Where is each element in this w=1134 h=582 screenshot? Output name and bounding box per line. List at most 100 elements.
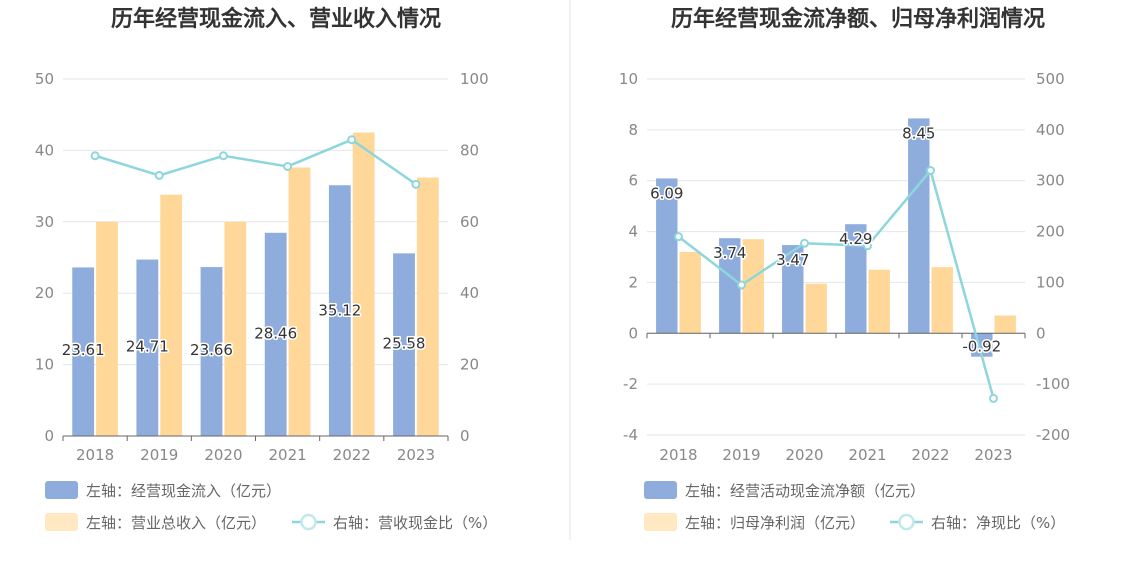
bar-orange[interactable] <box>224 221 247 436</box>
bar-orange[interactable] <box>160 194 183 436</box>
bar-blue[interactable] <box>200 267 223 436</box>
bar-orange[interactable] <box>96 221 118 436</box>
ratio-point[interactable] <box>863 241 872 251</box>
x-tick-label: 2019 <box>140 446 178 464</box>
ratio-point[interactable] <box>737 280 746 290</box>
right-tick-label: 80 <box>460 141 479 159</box>
legend-label: 右轴：营收现金比（%） <box>333 514 497 532</box>
left-axis-ticks: -4 -2 0 2 4 6 8 10 <box>619 70 638 444</box>
bar-value-label: 8.45 <box>902 124 935 142</box>
bar-value-label: 6.09 <box>650 184 683 202</box>
ratio-point[interactable] <box>154 170 164 180</box>
bar-orange[interactable] <box>288 167 311 436</box>
right-tick-label: 300 <box>1036 172 1065 190</box>
left-tick-label: -4 <box>623 426 638 444</box>
left-tick-label: 6 <box>628 172 638 190</box>
ratio-point[interactable] <box>926 166 935 176</box>
legend: 左轴：经营活动现金流净额（亿元） 左轴：归母净利润（亿元） 右轴：净现比（%） <box>644 481 1065 532</box>
left-tick-label: 50 <box>35 70 54 88</box>
gridlines <box>63 78 448 437</box>
left-tick-label: 10 <box>619 70 638 88</box>
bar-blue[interactable] <box>393 253 415 436</box>
chart-cash-inflow-revenue: 历年经营现金流入、营业收入情况 0 10 20 30 40 50 0 20 40 60 80 100… <box>35 6 497 532</box>
x-axis-ticks: 2018 2019 2020 2021 2022 2023 <box>76 446 435 464</box>
ratio-point[interactable] <box>218 151 228 161</box>
ratio-point[interactable] <box>989 393 998 403</box>
ratio-point[interactable] <box>90 151 100 161</box>
right-axis-ticks: -200 -100 0 100 200 300 400 500 <box>1036 70 1070 444</box>
bar-orange[interactable] <box>416 177 439 437</box>
bar-orange[interactable] <box>931 267 953 334</box>
ratio-point[interactable] <box>674 232 683 242</box>
left-tick-label: 8 <box>628 121 638 139</box>
left-tick-label: 20 <box>35 284 54 302</box>
bar-orange[interactable] <box>742 239 764 334</box>
bars <box>72 132 439 437</box>
x-tick-label: 2023 <box>397 446 435 464</box>
bar-value-label: 24.71 <box>126 337 169 355</box>
bar-blue[interactable] <box>136 259 159 436</box>
chart-title: 历年经营现金流入、营业收入情况 <box>111 6 441 32</box>
bar-orange[interactable] <box>868 269 890 334</box>
legend-label: 左轴：经营活动现金流净额（亿元） <box>685 482 925 500</box>
bar-orange[interactable] <box>679 251 701 334</box>
legend-label: 左轴：营业总收入（亿元） <box>86 514 266 532</box>
x-tick-label: 2021 <box>848 446 886 464</box>
ratio-line-path <box>94 138 417 186</box>
ratio-point[interactable] <box>800 238 809 248</box>
bar-blue[interactable] <box>782 245 804 334</box>
right-tick-label: 200 <box>1036 223 1065 241</box>
right-tick-label: 500 <box>1036 70 1065 88</box>
ratio-line-path <box>677 167 995 399</box>
legend-item-ratio[interactable]: 右轴：营收现金比（%） <box>292 513 497 532</box>
right-tick-label: 20 <box>460 356 479 374</box>
legend-swatch-orange <box>644 513 677 531</box>
bar-orange[interactable] <box>805 283 827 334</box>
legend-item-net-profit[interactable]: 左轴：归母净利润（亿元） <box>644 513 865 532</box>
legend-label: 左轴：经营现金流入（亿元） <box>86 482 281 500</box>
right-tick-label: -100 <box>1036 375 1070 393</box>
right-axis-ticks: 0 20 40 60 80 100 <box>460 70 489 445</box>
legend-item-net-cash-ratio[interactable]: 右轴：净现比（%） <box>890 513 1065 532</box>
ratio-point[interactable] <box>411 179 421 189</box>
bar-value-label: 23.61 <box>62 341 105 359</box>
left-tick-label: 10 <box>35 356 54 374</box>
bar-orange[interactable] <box>352 132 375 437</box>
x-tick-label: 2020 <box>204 446 242 464</box>
right-tick-label: 100 <box>1036 273 1065 291</box>
bar-blue[interactable] <box>328 185 351 436</box>
x-tick-label: 2022 <box>333 446 371 464</box>
legend: 左轴：经营现金流入（亿元） 左轴：营业总收入（亿元） 右轴：营收现金比（%） <box>45 481 497 532</box>
bar-orange[interactable] <box>994 315 1016 334</box>
ratio-point[interactable] <box>283 161 293 171</box>
left-axis-ticks: 0 10 20 30 40 50 <box>35 70 54 445</box>
data-labels: 23.61 24.71 23.66 28.46 35.12 25.58 <box>60 300 427 360</box>
legend-item-net-cashflow[interactable]: 左轴：经营活动现金流净额（亿元） <box>644 481 925 500</box>
legend-item-revenue[interactable]: 左轴：营业总收入（亿元） <box>45 513 266 532</box>
right-tick-label: 400 <box>1036 121 1065 139</box>
right-tick-label: 0 <box>1036 324 1046 342</box>
bar-blue[interactable] <box>908 118 930 334</box>
x-tick-label: 2018 <box>76 446 114 464</box>
left-tick-label: 0 <box>628 324 638 342</box>
ratio-line <box>674 166 998 403</box>
x-tick-label: 2023 <box>974 446 1012 464</box>
x-axis-ticks: 2018 2019 2020 2021 2022 2023 <box>659 446 1012 464</box>
right-tick-label: -200 <box>1036 426 1070 444</box>
ratio-point[interactable] <box>347 135 357 145</box>
bar-blue[interactable] <box>72 267 95 436</box>
data-labels: 6.09 3.74 3.47 4.29 8.45 -0.92 <box>649 123 1003 357</box>
bar-value-label: 23.66 <box>190 341 233 359</box>
bar-blue[interactable] <box>264 232 287 436</box>
bar-value-label: 3.47 <box>776 251 809 269</box>
legend-line-marker <box>300 513 317 531</box>
bar-blue[interactable] <box>845 224 867 334</box>
legend-swatch-orange <box>45 513 78 531</box>
bar-blue[interactable] <box>656 178 678 334</box>
legend-item-cash-inflow[interactable]: 左轴：经营现金流入（亿元） <box>45 481 281 500</box>
right-tick-label: 100 <box>460 70 489 88</box>
bar-blue[interactable] <box>719 238 741 334</box>
x-axis <box>62 435 449 441</box>
chart-title: 历年经营现金流净额、归母净利润情况 <box>671 6 1045 32</box>
